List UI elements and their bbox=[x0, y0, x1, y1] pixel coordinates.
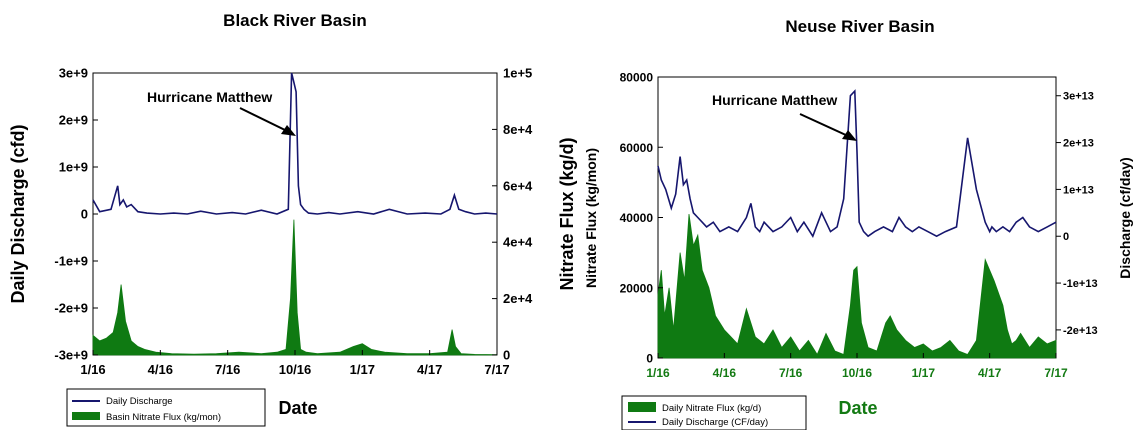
legend: Daily Nitrate Flux (kg/d) Daily Discharg… bbox=[621, 395, 807, 431]
legend-swatch-nitrate bbox=[628, 402, 656, 412]
legend-label-discharge: Daily Discharge (CF/day) bbox=[662, 417, 768, 428]
y-axis-label: Daily Discharge (cfd) bbox=[8, 124, 28, 303]
x-tick-label: 4/17 bbox=[417, 362, 442, 377]
x-axis-label: Date bbox=[838, 398, 877, 418]
y-tick-label: 1e+9 bbox=[59, 160, 88, 175]
y2-tick-label: -1e+13 bbox=[1063, 278, 1098, 290]
chart-title: Neuse River Basin bbox=[785, 17, 934, 36]
discharge-line bbox=[657, 89, 1057, 238]
y-tick-label: -1e+9 bbox=[54, 254, 88, 269]
discharge-line bbox=[92, 72, 498, 215]
y-axis-label: Nitrate Flux (kg/mon) bbox=[583, 148, 599, 288]
legend-label-discharge: Daily Discharge bbox=[106, 396, 173, 407]
x-tick-label: 1/16 bbox=[646, 366, 670, 380]
x-tick-label: 7/17 bbox=[1044, 366, 1068, 380]
x-tick-label: 7/17 bbox=[484, 362, 509, 377]
neuse-river-chart: Neuse River Basin 800006000040000200000 … bbox=[583, 17, 1133, 431]
y2-tick-label: 4e+4 bbox=[503, 235, 533, 250]
y2-tick-label: 8e+4 bbox=[503, 122, 533, 137]
y2-tick-label: 2e+4 bbox=[503, 291, 533, 306]
discharge-line-series bbox=[657, 89, 1057, 238]
left-y-axis: 80000 60000 40000 20000 0 bbox=[620, 71, 663, 366]
y-tick-label: -3e+9 bbox=[54, 348, 88, 363]
x-tick-label: 1/16 bbox=[80, 362, 105, 377]
right-y-axis: 1e+5 8e+4 6e+4 4e+4 2e+4 0 bbox=[492, 66, 533, 363]
nitrate-area bbox=[92, 219, 498, 356]
chart-title: Black River Basin bbox=[223, 11, 367, 30]
discharge-line-series bbox=[92, 72, 498, 215]
legend: Daily Discharge Basin Nitrate Flux (kg/m… bbox=[66, 388, 266, 427]
left-y-axis: 3e+9 2e+9 1e+9 0 -1e+9 -2e+9 -3e+9 bbox=[54, 66, 98, 363]
legend-label-nitrate: Daily Nitrate Flux (kg/d) bbox=[662, 403, 761, 414]
y2-tick-label: 6e+4 bbox=[503, 178, 533, 193]
y-tick-label: 0 bbox=[81, 207, 88, 222]
y-tick-label: 60000 bbox=[620, 141, 654, 155]
x-tick-label: 4/17 bbox=[978, 366, 1002, 380]
x-axis: 1/16 4/16 7/16 10/16 1/17 4/17 7/17 bbox=[80, 350, 510, 377]
y2-tick-label: 1e+13 bbox=[1063, 184, 1094, 196]
annotation-arrowhead bbox=[281, 125, 296, 136]
nitrate-area-series bbox=[657, 213, 1057, 359]
right-y-axis: 3e+13 2e+13 1e+13 0 -1e+13 -2e+13 bbox=[1056, 91, 1098, 337]
x-tick-label: 10/16 bbox=[842, 366, 872, 380]
x-axis: 1/16 4/16 7/16 10/16 1/17 4/17 7/17 bbox=[646, 353, 1068, 380]
x-tick-label: 4/16 bbox=[148, 362, 173, 377]
x-tick-label: 10/16 bbox=[279, 362, 312, 377]
nitrate-area-series bbox=[92, 219, 498, 356]
legend-swatch-nitrate bbox=[72, 412, 100, 420]
x-axis-label: Date bbox=[278, 398, 317, 418]
x-tick-label: 1/17 bbox=[350, 362, 375, 377]
y2-tick-label: 3e+13 bbox=[1063, 91, 1094, 103]
y2-tick-label: 1e+5 bbox=[503, 66, 532, 81]
y2-tick-label: 2e+13 bbox=[1063, 138, 1094, 150]
black-river-chart: Black River Basin 3e+9 2e+9 1e+9 0 -1e+9 -2e+… bbox=[8, 11, 577, 427]
annotation-arrowhead bbox=[842, 130, 857, 141]
nitrate-area bbox=[657, 213, 1057, 359]
y-tick-label: 0 bbox=[646, 352, 653, 366]
x-tick-label: 7/16 bbox=[779, 366, 803, 380]
y-tick-label: 2e+9 bbox=[59, 113, 88, 128]
y-tick-label: 3e+9 bbox=[59, 66, 88, 81]
y-tick-label: 40000 bbox=[620, 211, 654, 225]
y-tick-label: -2e+9 bbox=[54, 301, 88, 316]
annotation-label: Hurricane Matthew bbox=[712, 92, 837, 108]
x-tick-label: 7/16 bbox=[215, 362, 240, 377]
annotation-label: Hurricane Matthew bbox=[147, 89, 272, 105]
annotation-arrow bbox=[799, 113, 849, 137]
y2-tick-label: 0 bbox=[1063, 231, 1069, 243]
y2-axis-label: Nitrate Flux (kg/d) bbox=[557, 137, 577, 290]
annotation-arrow bbox=[239, 107, 288, 132]
y-tick-label: 20000 bbox=[620, 281, 654, 295]
x-tick-label: 1/17 bbox=[912, 366, 936, 380]
y-tick-label: 80000 bbox=[620, 71, 654, 85]
legend-label-nitrate: Basin Nitrate Flux (kg/mon) bbox=[106, 412, 221, 423]
y2-tick-label: -2e+13 bbox=[1063, 325, 1098, 337]
x-tick-label: 4/16 bbox=[713, 366, 737, 380]
y2-tick-label: 0 bbox=[503, 348, 510, 363]
y2-axis-label: Discharge (cf/day) bbox=[1117, 157, 1133, 278]
